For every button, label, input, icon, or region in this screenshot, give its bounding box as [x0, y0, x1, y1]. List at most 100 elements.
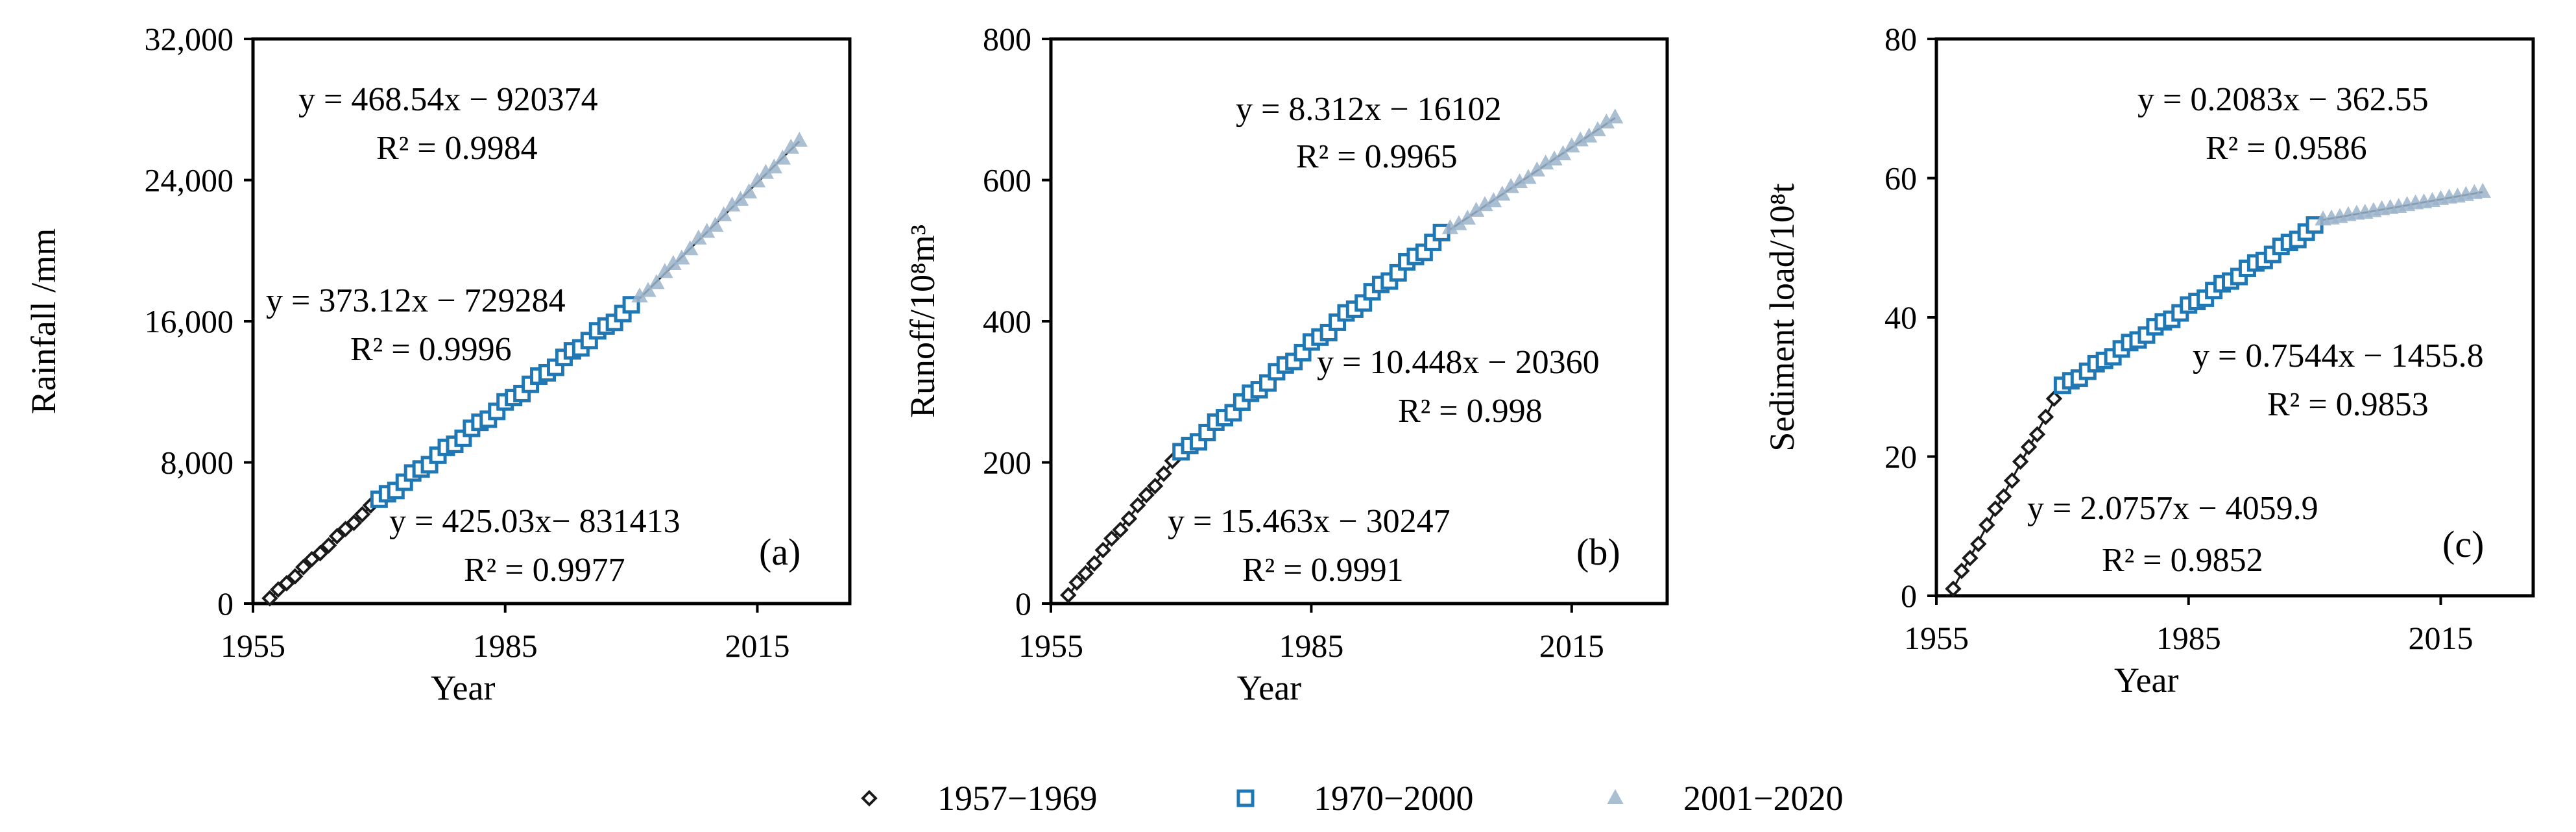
data-point [673, 249, 690, 265]
x-tick-label: 1985 [2156, 620, 2221, 656]
data-point [1970, 535, 1987, 552]
chart-panel-b: 0 200 400 600 800 1955 1985 2015 Year Runoff/10⁸m… [903, 21, 1669, 707]
data-point [1589, 121, 1606, 136]
data-point [1494, 186, 1511, 201]
panel-label: (a) [759, 531, 800, 573]
legend-label: 1957−1969 [937, 779, 1097, 818]
data-point [656, 263, 673, 278]
x-tick-label: 2015 [1539, 628, 1604, 664]
r2-label: R² = 0.9977 [464, 552, 625, 589]
data-point [1953, 562, 1970, 580]
chart-panel-c: 0 20 40 60 80 1955 1985 2015 Year Sediment load/1… [1763, 21, 2535, 700]
r2-label: R² = 0.9991 [1242, 552, 1404, 589]
equation-label: y = 8.312x − 16102 [1236, 91, 1502, 128]
equation-label: y = 10.448x − 20360 [1317, 344, 1600, 381]
equation-label: y = 0.7544x − 1455.8 [2193, 337, 2484, 374]
y-tick-label: 400 [983, 303, 1031, 339]
data-point [1459, 210, 1476, 225]
series-2: y = 373.12x − 729284 R² = 0.9996 [266, 282, 640, 508]
legend-label: 1970−2000 [1314, 779, 1473, 818]
data-point [1979, 517, 1995, 533]
y-axis-label: Runoff/10⁸m³ [903, 225, 942, 418]
legend: 1957−1969 1970−2000 2001−2020 [861, 779, 1843, 818]
y-tick-label: 8,000 [161, 445, 234, 481]
x-tick-label: 1985 [473, 628, 538, 664]
data-point [682, 240, 699, 256]
data-point [1945, 580, 1962, 598]
data-point [2045, 390, 2063, 407]
data-point [2012, 453, 2029, 470]
series-2: y = 10.448x − 20360 R² = 0.998 [1172, 223, 1600, 461]
x-tick-label: 1955 [1904, 620, 1969, 656]
x-tick-label: 1955 [221, 628, 285, 664]
y-tick-label: 0 [1901, 578, 1917, 614]
legend-item: 1957−1969 [861, 779, 1097, 818]
series-3: y = 468.54x − 920374 R² = 0.9984 [298, 81, 808, 303]
data-point [1554, 145, 1572, 160]
data-point [1112, 521, 1129, 539]
series-1: y = 2.0757x − 4059.9 R² = 0.9852 [1945, 390, 2318, 598]
data-point [1103, 530, 1120, 547]
data-point [311, 544, 329, 562]
y-tick-label: 80 [1884, 21, 1917, 57]
data-point [1986, 500, 2004, 517]
x-tick-label: 1985 [1279, 628, 1343, 664]
legend-marker [861, 790, 878, 807]
data-point [706, 216, 724, 232]
data-point [1607, 108, 1624, 124]
data-point [791, 131, 808, 147]
y-tick-label: 0 [217, 585, 234, 622]
y-tick-label: 16,000 [145, 303, 234, 339]
data-point [732, 190, 749, 206]
data-point [2037, 408, 2054, 426]
y-axis-label: Sediment load/10⁸t [1763, 183, 1801, 451]
x-axis-label: Year [2114, 661, 2179, 700]
data-point [287, 568, 304, 585]
data-point [278, 574, 295, 592]
panel-label: (b) [1576, 531, 1620, 573]
data-point [1086, 555, 1103, 572]
chart-panel-a: 0 8,000 16,000 24,000 32,000 1955 1985 2015 Year… [24, 21, 852, 707]
equation-label: y = 0.2083x − 362.55 [2137, 81, 2429, 118]
legend-marker [1607, 789, 1624, 804]
r2-label: R² = 0.9965 [1296, 138, 1458, 175]
y-tick-label: 600 [983, 162, 1031, 199]
r2-label: R² = 0.998 [1398, 393, 1543, 430]
data-point [261, 590, 278, 607]
data-point [1520, 169, 1537, 184]
data-point [765, 158, 783, 174]
x-tick-label: 2015 [725, 628, 789, 664]
r2-label: R² = 0.9586 [2206, 130, 2367, 167]
data-point [774, 149, 791, 165]
y-tick-label: 200 [983, 445, 1031, 481]
legend-item: 2001−2020 [1607, 779, 1843, 818]
legend-item: 1970−2000 [1236, 779, 1473, 818]
y-tick-label: 32,000 [145, 21, 234, 57]
x-axis-label: Year [1237, 668, 1302, 707]
data-point [1094, 541, 1112, 559]
legend-label: 2001−2020 [1683, 779, 1843, 818]
y-tick-label: 60 [1884, 160, 1917, 197]
data-point [2474, 182, 2491, 198]
r2-label: R² = 0.9984 [376, 130, 538, 167]
data-point [1146, 478, 1164, 495]
data-point [1155, 465, 1172, 482]
data-point [345, 514, 363, 532]
series-3: y = 8.312x − 16102 R² = 0.9965 [1236, 91, 1624, 234]
equation-label: y = 468.54x − 920374 [298, 81, 598, 118]
r2-label: R² = 0.9852 [2102, 542, 2263, 579]
data-point [1962, 550, 1979, 567]
r2-label: R² = 0.9853 [2267, 386, 2429, 423]
data-point [1120, 510, 1138, 527]
data-point [648, 274, 665, 289]
y-tick-label: 24,000 [145, 162, 234, 199]
series-2: y = 0.7544x − 1455.8 R² = 0.9853 [2053, 216, 2484, 423]
legend-marker [1236, 789, 1255, 807]
data-point [715, 206, 732, 221]
y-tick-label: 800 [983, 21, 1031, 57]
series-1: y = 425.03x− 831413 R² = 0.9977 [261, 497, 680, 607]
series-1: y = 15.463x − 30247 R² = 0.9991 [1060, 452, 1451, 604]
data-point [749, 172, 766, 188]
data-point [1077, 565, 1094, 582]
